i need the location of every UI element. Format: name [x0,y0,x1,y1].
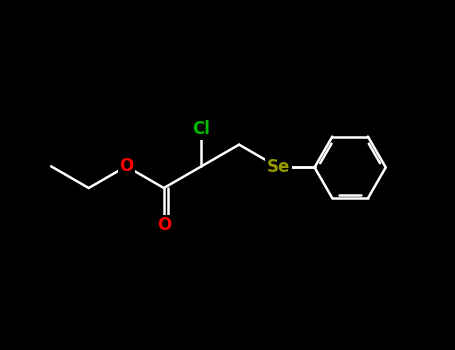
Text: Se: Se [267,159,290,176]
Text: O: O [157,216,171,234]
Text: Cl: Cl [192,120,210,139]
Text: O: O [119,157,133,175]
